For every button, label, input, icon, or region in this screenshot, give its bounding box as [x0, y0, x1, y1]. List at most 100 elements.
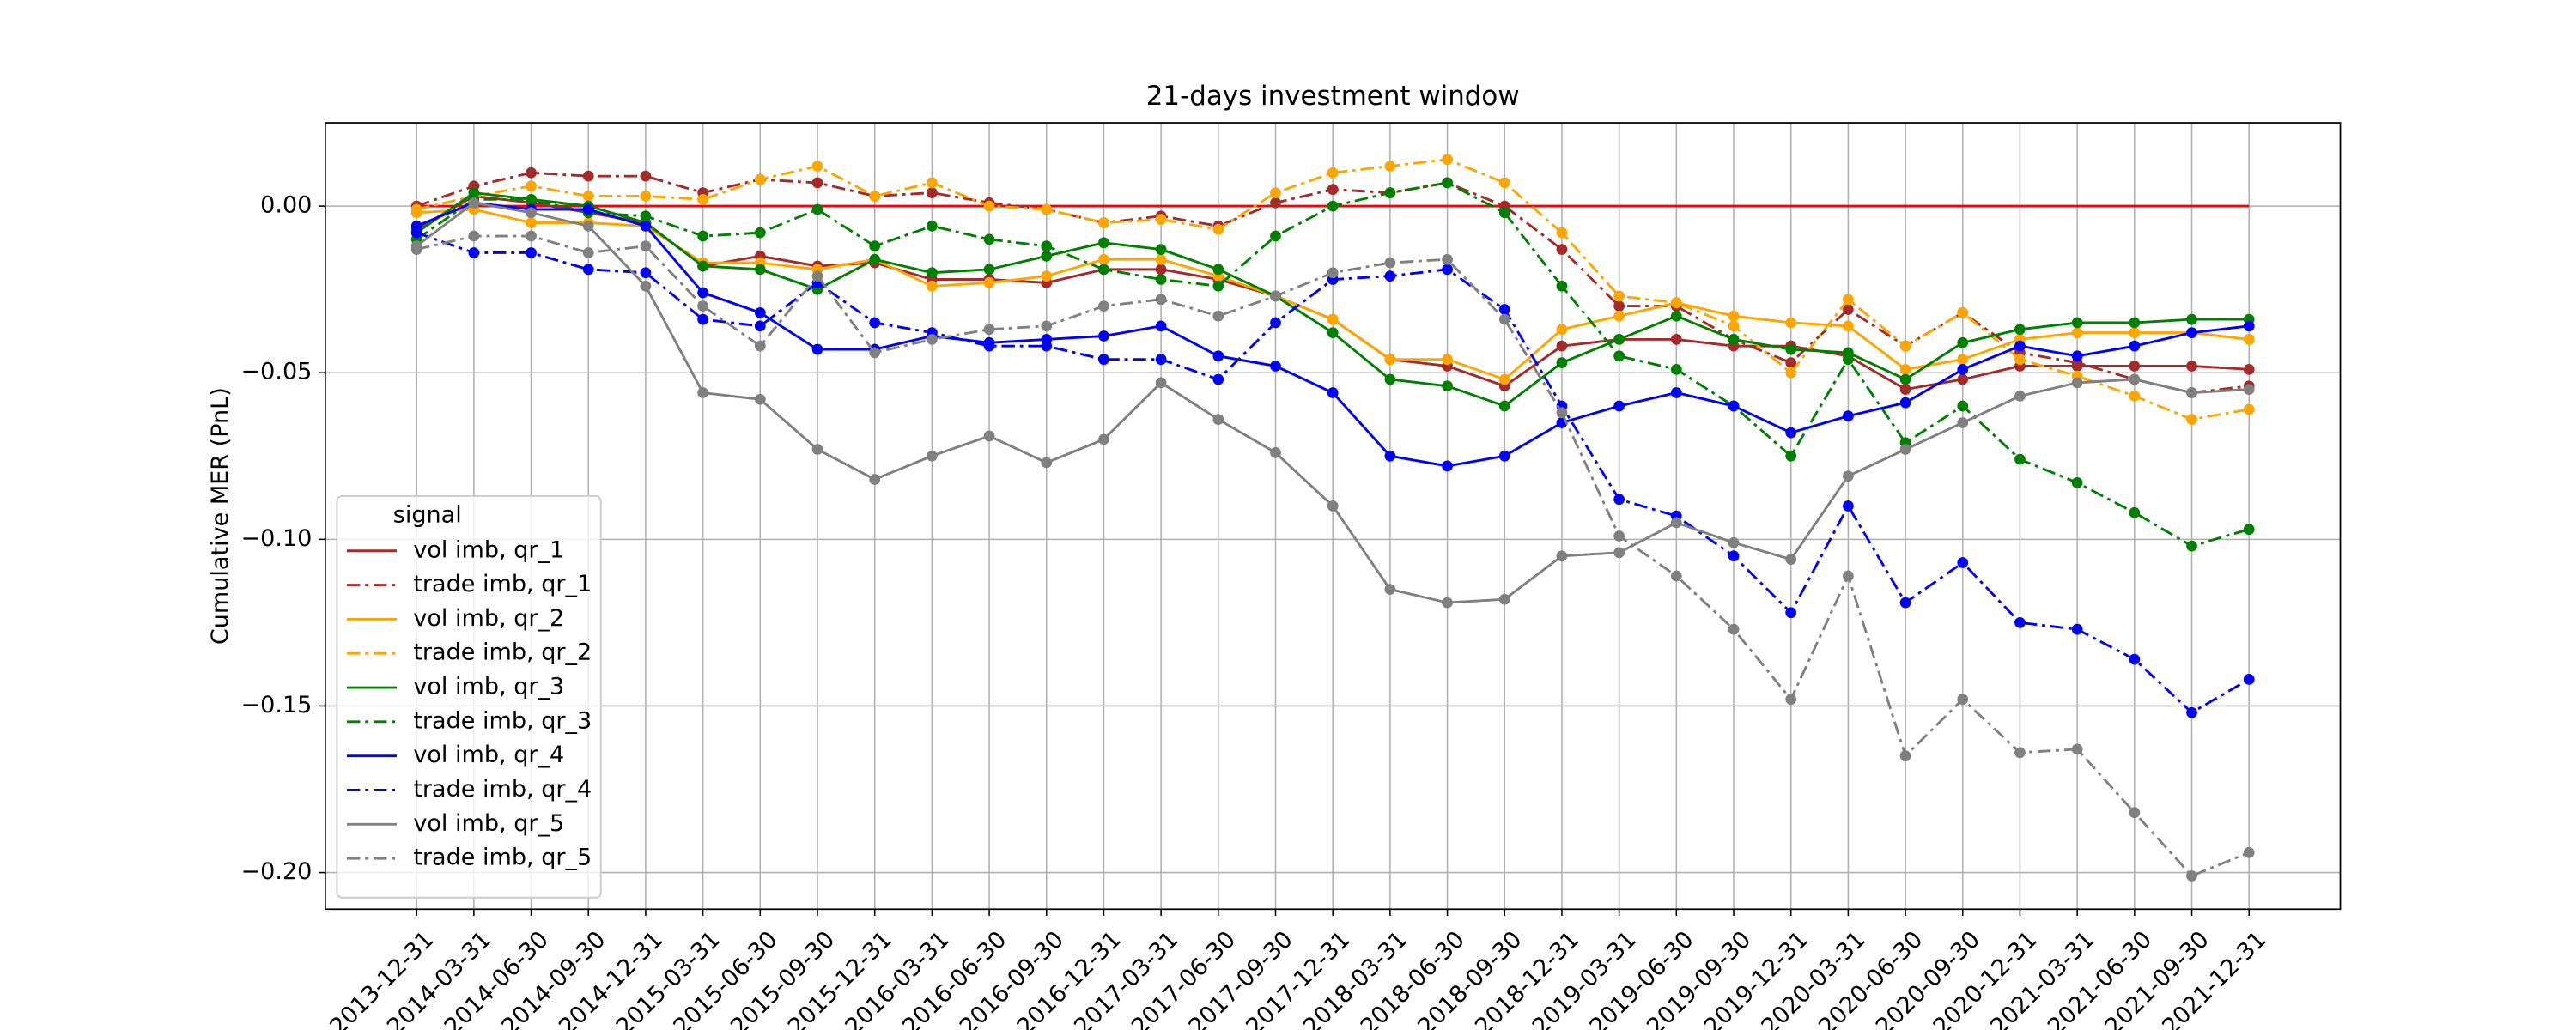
- data-point: [811, 343, 823, 355]
- legend-label: vol imb, qr_2: [413, 605, 564, 632]
- data-point: [2243, 384, 2255, 396]
- data-point: [697, 313, 709, 325]
- data-point: [1498, 313, 1510, 325]
- data-point: [1957, 694, 1969, 706]
- data-point: [2186, 414, 2197, 425]
- data-point: [1442, 253, 1453, 265]
- data-point: [1041, 270, 1053, 282]
- data-point: [1556, 550, 1568, 562]
- data-point: [1098, 354, 1109, 366]
- data-point: [1384, 354, 1396, 366]
- data-point: [1670, 334, 1682, 345]
- data-point: [1270, 317, 1281, 329]
- data-point: [2071, 317, 2083, 329]
- data-point: [983, 324, 995, 336]
- data-point: [468, 247, 480, 258]
- data-point: [582, 221, 594, 232]
- data-point: [1384, 161, 1396, 172]
- data-point: [582, 203, 594, 215]
- data-point: [2014, 391, 2026, 402]
- y-tick-label: −0.05: [241, 359, 313, 385]
- data-point: [1843, 500, 1854, 512]
- data-point: [1957, 373, 1969, 385]
- data-point: [2129, 506, 2141, 518]
- data-point: [1155, 377, 1167, 389]
- data-point: [1498, 400, 1510, 412]
- data-point: [869, 240, 881, 252]
- data-point: [1670, 387, 1682, 398]
- data-point: [1843, 470, 1854, 482]
- data-point: [1899, 373, 1911, 385]
- data-point: [1613, 300, 1625, 312]
- data-point: [526, 180, 537, 192]
- legend-title: signal: [393, 502, 462, 529]
- data-point: [1442, 154, 1453, 166]
- legend-label: trade imb, qr_3: [413, 707, 592, 734]
- data-point: [983, 430, 995, 442]
- data-point: [1957, 354, 1969, 366]
- data-point: [1843, 294, 1854, 306]
- data-point: [1670, 297, 1682, 309]
- legend-label: vol imb, qr_5: [413, 810, 564, 837]
- data-point: [1899, 444, 1911, 455]
- legend-box: [336, 494, 602, 899]
- data-point: [1442, 460, 1453, 472]
- data-point: [1212, 264, 1224, 276]
- y-tick-label: −0.10: [241, 525, 313, 552]
- legend-label: trade imb, qr_5: [413, 845, 592, 871]
- data-point: [1155, 274, 1167, 285]
- data-point: [1327, 267, 1339, 279]
- data-point: [2129, 317, 2141, 329]
- data-point: [2186, 360, 2197, 372]
- data-point: [640, 191, 652, 202]
- data-point: [1728, 320, 1740, 332]
- data-point: [1270, 187, 1281, 198]
- data-point: [2186, 540, 2197, 552]
- data-point: [1785, 357, 1797, 368]
- data-point: [697, 230, 709, 242]
- data-point: [926, 450, 938, 462]
- data-point: [983, 233, 995, 245]
- data-point: [2014, 617, 2026, 628]
- data-point: [1613, 530, 1625, 542]
- data-point: [1098, 253, 1109, 265]
- data-point: [2129, 373, 2141, 385]
- data-point: [2071, 377, 2083, 389]
- data-point: [1899, 397, 1911, 409]
- data-point: [1556, 280, 1568, 292]
- data-point: [754, 393, 766, 405]
- data-point: [926, 177, 938, 189]
- data-point: [1670, 310, 1682, 322]
- data-point: [869, 347, 881, 359]
- data-point: [2243, 674, 2255, 685]
- data-point: [1498, 177, 1510, 189]
- data-point: [1498, 373, 1510, 385]
- data-point: [1613, 290, 1625, 302]
- legend-label: vol imb, qr_3: [413, 674, 564, 700]
- data-point: [697, 287, 709, 299]
- data-point: [2129, 653, 2141, 665]
- data-point: [926, 187, 938, 198]
- data-point: [983, 340, 995, 352]
- data-point: [1327, 313, 1339, 325]
- data-point: [1155, 264, 1167, 276]
- data-point: [811, 177, 823, 189]
- data-point: [640, 267, 652, 279]
- data-point: [468, 197, 480, 209]
- data-point: [2014, 340, 2026, 352]
- data-point: [640, 240, 652, 252]
- data-point: [1785, 317, 1797, 329]
- data-point: [1212, 310, 1224, 322]
- data-point: [1785, 343, 1797, 355]
- data-point: [697, 387, 709, 398]
- data-point: [1098, 264, 1109, 276]
- data-point: [1442, 177, 1453, 189]
- data-point: [926, 267, 938, 279]
- data-point: [811, 270, 823, 282]
- data-point: [410, 244, 422, 255]
- data-point: [1442, 354, 1453, 366]
- data-point: [1498, 450, 1510, 462]
- data-point: [410, 203, 422, 215]
- data-point: [2243, 320, 2255, 332]
